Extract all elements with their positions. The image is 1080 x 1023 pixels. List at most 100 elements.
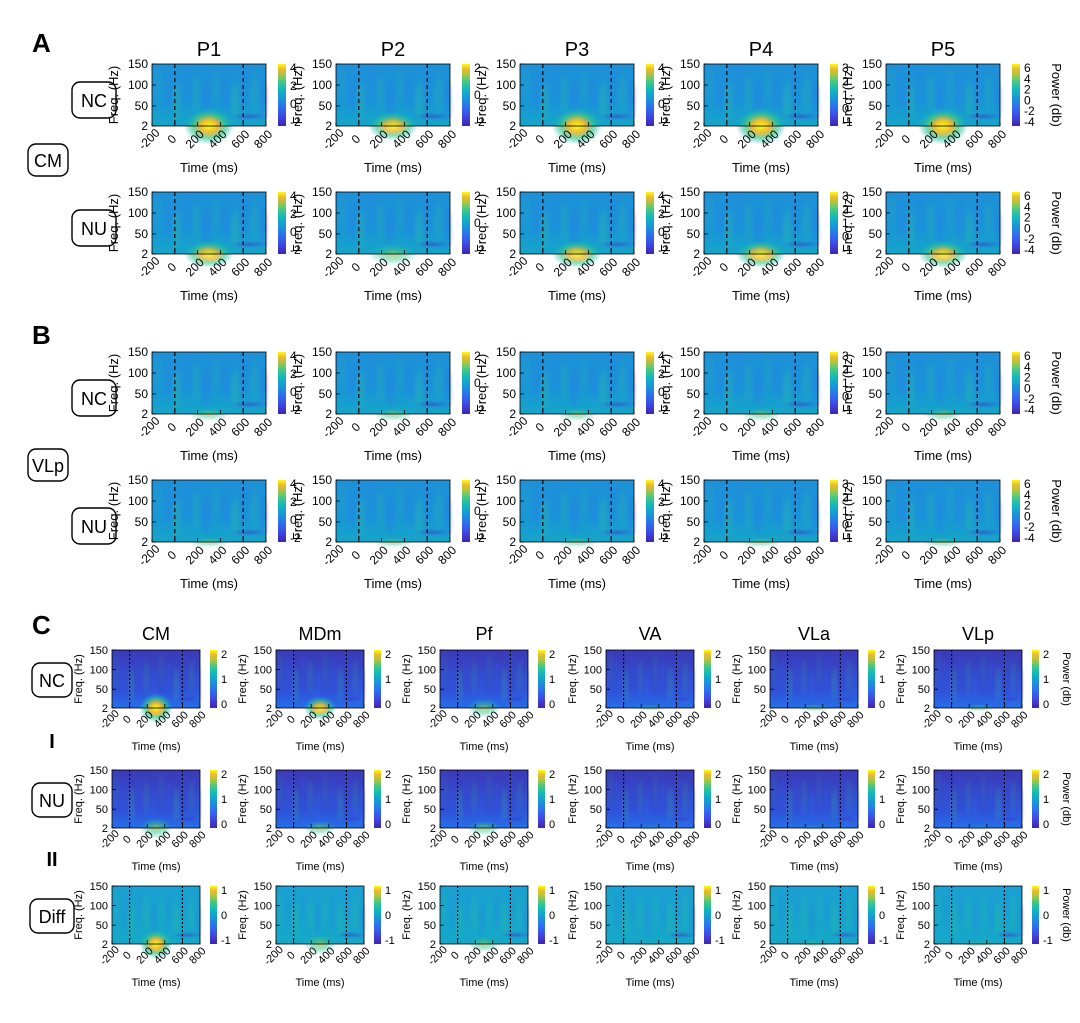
y-tick-label: 150 — [418, 881, 436, 893]
heatmap-texture — [396, 67, 404, 105]
heatmap-suppression-blob — [228, 400, 270, 409]
x-tick-label: 600 — [498, 829, 519, 850]
heatmap-frame — [335, 63, 451, 127]
heatmap-texture — [609, 67, 617, 105]
x-tick-label: 0 — [349, 132, 364, 147]
heatmap-texture — [386, 497, 394, 536]
colorbar-tick-label: -1 — [221, 935, 231, 947]
heatmap-suppression-blob — [962, 528, 1004, 537]
colorbar-tick-label: 4 — [1024, 200, 1031, 214]
x-axis-label: Time (ms) — [364, 448, 422, 463]
y-tick-label: 100 — [748, 785, 766, 797]
y-tick-label: 100 — [496, 366, 516, 380]
x-tick-label: 0 — [943, 713, 956, 726]
row-label-nu-box — [71, 507, 117, 545]
colorbar-tick-label: 2 — [474, 349, 481, 363]
heatmap-texture — [338, 67, 346, 105]
heatmap-texture — [645, 786, 651, 822]
heatmap-frame — [335, 351, 451, 415]
colorbar-tick-label: 3 — [842, 349, 849, 363]
y-tick-label: 100 — [312, 206, 332, 220]
y-axis-label: Freq. (Hz) — [237, 890, 249, 940]
x-tick-label: -200 — [320, 254, 347, 281]
y-tick-label: 100 — [128, 206, 148, 220]
heatmap-texture — [764, 195, 772, 233]
x-tick-label: 0 — [121, 713, 134, 726]
heatmap-texture — [975, 195, 983, 233]
heatmap-texture — [501, 786, 507, 822]
y-tick-label: 100 — [862, 78, 882, 92]
y-tick-label: 150 — [496, 345, 516, 359]
heatmap-texture — [645, 902, 651, 938]
heatmap-texture — [745, 490, 752, 528]
heatmap-texture — [406, 362, 413, 400]
heatmap-texture — [188, 659, 194, 695]
heatmap-frame — [111, 885, 201, 945]
colorbar-tick-label: 2 — [549, 769, 555, 781]
y-tick-label: 150 — [680, 57, 700, 71]
heatmap-suppression-blob — [992, 931, 1025, 939]
y-tick-label: 100 — [748, 665, 766, 677]
heatmap-texture — [735, 483, 743, 521]
heatmap-texture — [386, 209, 394, 248]
colorbar-tick-label: 0 — [385, 910, 391, 922]
x-axis-label: Time (ms) — [789, 977, 838, 989]
heatmap-texture — [154, 483, 162, 521]
heatmap-texture — [522, 483, 530, 521]
colorbar — [646, 480, 654, 542]
y-axis-label: Freq. (Hz) — [290, 354, 305, 413]
x-axis-label: Time (ms) — [459, 861, 508, 873]
y-tick-label: 50 — [260, 804, 272, 816]
colorbar-tick-label: 0 — [549, 910, 555, 922]
heatmap-texture — [449, 659, 455, 695]
y-tick-label: 100 — [680, 78, 700, 92]
y-tick-label: 150 — [584, 765, 602, 777]
heatmap-texture — [988, 895, 994, 931]
colorbar-tick-label: 0 — [290, 385, 297, 399]
heatmap-texture — [735, 67, 743, 105]
heatmap-texture — [630, 772, 636, 808]
y-axis-label: Freq. (Hz) — [895, 890, 907, 940]
heatmap-texture — [831, 902, 837, 938]
x-tick-label: 600 — [962, 415, 986, 439]
heatmap-texture — [494, 659, 500, 695]
heatmap-suppression-blob — [498, 931, 531, 939]
colorbar-tick-label: 0 — [474, 376, 481, 390]
heatmap-texture — [809, 902, 815, 938]
heatmap-texture — [809, 666, 815, 702]
heatmap-texture — [531, 362, 539, 400]
y-tick-label: 50 — [135, 99, 149, 113]
heatmap-texture — [682, 659, 688, 695]
heatmap-texture — [531, 202, 539, 240]
colorbar-tick-label: 2 — [842, 363, 849, 377]
y-tick-label: 2 — [141, 247, 148, 261]
y-tick-label: 150 — [90, 645, 108, 657]
x-tick-label: 0 — [899, 420, 914, 435]
y-tick-label: 100 — [496, 494, 516, 508]
colorbar — [830, 352, 838, 414]
heatmap-texture — [985, 74, 993, 112]
colorbar — [462, 192, 470, 254]
heatmap-texture — [973, 902, 979, 938]
colorbar-tick-label: 0 — [290, 97, 297, 111]
heatmap-texture — [188, 895, 194, 931]
heatmap-texture — [652, 772, 658, 808]
heatmap-texture — [315, 666, 321, 702]
row-label-nu: NU — [81, 517, 107, 537]
x-tick-label: 800 — [619, 127, 643, 151]
heatmap-texture — [660, 659, 666, 695]
heatmap-texture — [831, 786, 837, 822]
heatmap-suppression-blob — [412, 240, 454, 249]
x-tick-label: 400 — [810, 709, 831, 730]
heatmap-suppression-blob — [664, 815, 697, 823]
heatmap-texture — [222, 490, 229, 528]
colorbar-tick-label: 2 — [842, 203, 849, 217]
heatmap-texture — [816, 888, 822, 924]
heatmap-texture — [330, 659, 336, 695]
heatmap-texture — [154, 355, 162, 393]
heatmap-texture — [715, 202, 723, 240]
heatmap-texture — [441, 772, 448, 808]
x-tick-label: 800 — [435, 415, 459, 439]
x-tick-label: 800 — [251, 543, 275, 567]
colorbar-tick-label: 1 — [879, 794, 885, 806]
